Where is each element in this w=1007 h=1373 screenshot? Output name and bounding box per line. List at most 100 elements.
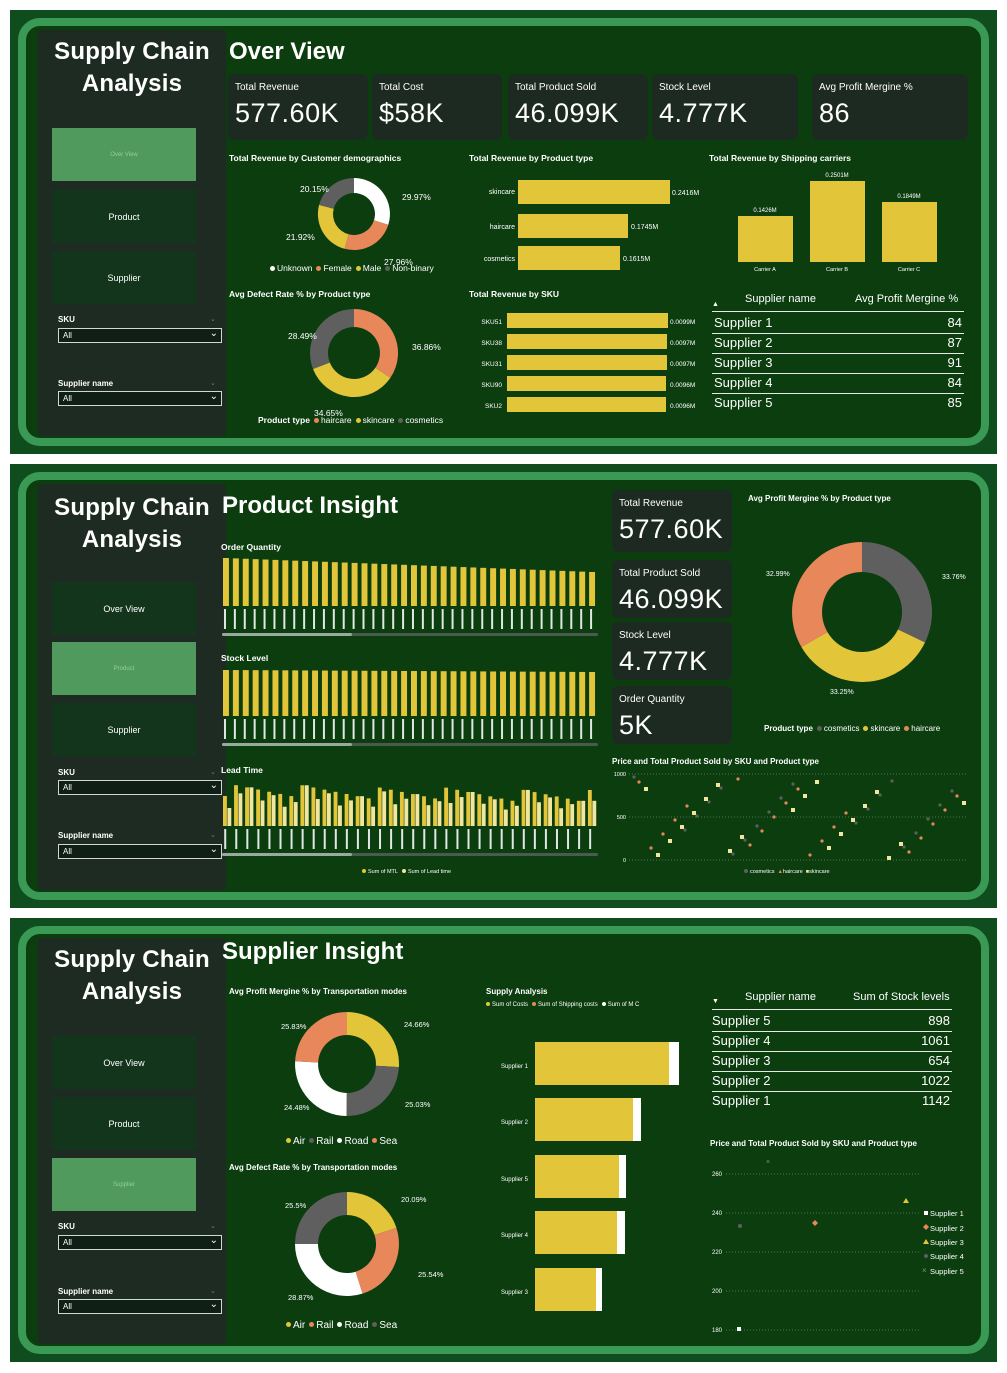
axis-tick: 260: [712, 1172, 723, 1178]
tick-mark: [441, 609, 444, 629]
column-header[interactable]: Avg Profit Mergine %: [855, 293, 959, 305]
donut-label: 25.54%: [418, 1270, 444, 1279]
legend-dot: [532, 1002, 537, 1006]
bar-value-label: 0.0097M: [670, 361, 695, 368]
column: [234, 785, 238, 826]
tick-mark: [352, 719, 355, 739]
tick-mark: [421, 609, 424, 629]
tick-mark: [423, 829, 426, 849]
scatter-point: [731, 852, 735, 856]
donut-label: 24.66%: [404, 1020, 430, 1029]
tick-mark: [263, 609, 266, 629]
column: [488, 796, 493, 826]
cell: Supplier 1: [714, 315, 773, 330]
column: [477, 794, 482, 826]
tick-mark: [431, 719, 434, 739]
sku-dropdown[interactable]: All ⌄: [58, 780, 222, 795]
tick-mark: [567, 829, 570, 849]
cell: Supplier 5: [714, 395, 773, 410]
legend-item: Air: [293, 1320, 306, 1331]
nav-overview[interactable]: Over View: [52, 1036, 196, 1089]
column: [440, 566, 447, 606]
column: [272, 670, 279, 716]
kpi-card: Stock Level 4.777K: [652, 74, 798, 140]
cell: 654: [928, 1053, 950, 1068]
scatter-point: [668, 839, 672, 843]
legend-title: Product type: [764, 724, 813, 733]
donut-slice: [319, 177, 354, 209]
scatter-point: [738, 1224, 742, 1228]
column: [539, 671, 546, 716]
donut-slice: [347, 1012, 399, 1068]
supplier-margin-table: ▲ Supplier name Avg Profit Mergine % Sup…: [712, 290, 964, 415]
nav-supplier[interactable]: Supplier: [52, 1158, 196, 1211]
nav-supplier[interactable]: Supplier: [52, 703, 196, 756]
column: [539, 570, 546, 606]
sku-dropdown[interactable]: All ⌄: [58, 328, 222, 343]
sort-icon[interactable]: ▲: [712, 301, 719, 308]
supplier-dropdown[interactable]: All ⌄: [58, 1299, 222, 1314]
column-category-label: Carrier B: [826, 267, 848, 273]
column-header[interactable]: Supplier name: [745, 293, 816, 305]
scatter-point: [661, 832, 665, 836]
column: [470, 671, 477, 716]
legend-dot: [372, 1322, 378, 1328]
tick-mark: [345, 829, 348, 849]
sku-dropdown[interactable]: All ⌄: [58, 1235, 222, 1250]
bar-row: SKU38 0.0097M: [481, 334, 695, 349]
column: [532, 792, 537, 826]
nav-product[interactable]: Product: [52, 642, 196, 695]
tick-mark: [303, 609, 306, 629]
bar: [518, 180, 670, 204]
chart-title: Total Revenue by Shipping carriers: [709, 153, 852, 163]
column-header[interactable]: Supplier name: [745, 991, 816, 1003]
column: [510, 800, 515, 826]
nav-product[interactable]: Product: [52, 190, 196, 243]
nav-overview[interactable]: Over View: [52, 582, 196, 635]
scatter-point: [772, 815, 776, 819]
scatter-point: [704, 797, 708, 801]
column: [321, 670, 328, 716]
column: [433, 798, 437, 826]
column: [292, 670, 299, 716]
chart-title: Total Revenue by Product type: [469, 153, 594, 163]
chevron-down-icon: ⌄: [209, 780, 218, 791]
bar-value-label: 0.0099M: [670, 319, 695, 326]
legend-dot: [316, 265, 322, 271]
column: [381, 564, 388, 606]
transport-margin-donut: 25.83% 24.66% 24.48% 25.03%: [281, 1012, 431, 1117]
table-row: Supplier 2 87: [712, 334, 964, 354]
bar-segment: [617, 1211, 625, 1254]
axis-tick: 0: [623, 858, 626, 864]
tick-mark: [481, 719, 484, 739]
donut-slice: [354, 178, 390, 225]
chart-title: Avg Profit Mergine % by Product type: [748, 494, 891, 503]
column: [569, 571, 576, 606]
tick-mark: [451, 719, 454, 739]
column: [470, 567, 477, 606]
column: [381, 670, 388, 716]
sort-icon[interactable]: ▼: [712, 998, 719, 1005]
column: [492, 799, 497, 826]
nav-supplier[interactable]: Supplier: [52, 251, 196, 304]
brand-line2: Analysis: [81, 978, 183, 1005]
nav-overview[interactable]: Over View: [52, 128, 196, 181]
legend-item: Rail: [316, 1320, 334, 1331]
kpi-value: 46.099K: [515, 98, 620, 128]
cell: Supplier 3: [712, 1053, 771, 1068]
page-title: Product Insight: [222, 492, 398, 519]
column: [411, 671, 417, 716]
chevron-icon: ⌄: [210, 1223, 216, 1230]
supplier-dropdown[interactable]: All ⌄: [58, 391, 222, 406]
tick-mark: [233, 609, 236, 629]
tick-mark: [301, 829, 304, 849]
sku-label: SKU: [58, 1222, 75, 1231]
nav-product[interactable]: Product: [52, 1097, 196, 1150]
chevron-icon: ⌄: [210, 769, 216, 776]
supplier-dropdown[interactable]: All ⌄: [58, 844, 222, 859]
product-type-bar-chart: skincare 0.2416M haircare 0.1745M cosmet…: [484, 180, 699, 270]
column: [554, 796, 559, 826]
supplier-label: Supplier name: [58, 1287, 114, 1296]
column-header[interactable]: Sum of Stock levels: [853, 991, 950, 1003]
chevron-icon: ⌄: [210, 380, 216, 387]
